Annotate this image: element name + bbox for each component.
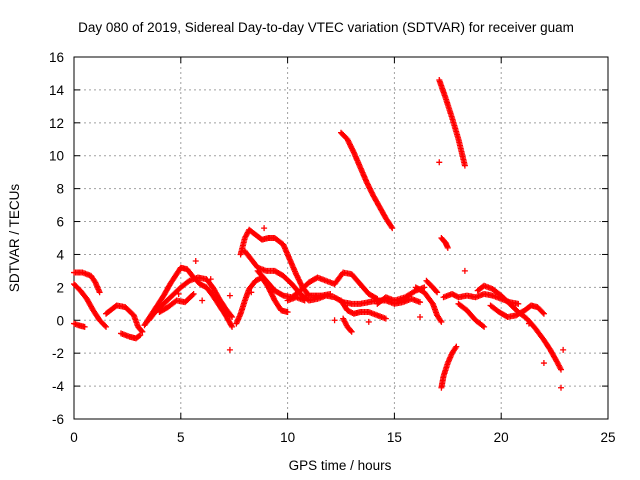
data-point-track-c — [81, 323, 88, 330]
y-tick-label: 0 — [56, 313, 64, 328]
axis-ticks: 0 5 10 15 20 25 -6 -4 -2 0 2 4 6 8 10 12 14 16 — [49, 50, 616, 445]
data-point-track-p — [347, 327, 354, 334]
data-point-track-v — [452, 344, 459, 351]
data-point-isolated — [207, 276, 214, 283]
data-point-isolated — [226, 292, 233, 299]
data-point-isolated — [331, 317, 338, 324]
data-point-isolated — [558, 384, 565, 391]
data-point-track-d — [138, 327, 145, 334]
y-tick-label: 8 — [56, 182, 64, 197]
data-point-isolated — [461, 267, 468, 274]
data-point-track-s — [434, 289, 441, 296]
data-point-track-i — [284, 309, 291, 316]
data-point-isolated — [226, 346, 233, 353]
grid-lines — [74, 57, 608, 419]
data-point-track-y — [558, 366, 565, 373]
data-point-isolated — [192, 258, 199, 265]
data-point-track-h — [189, 291, 196, 298]
data-point-isolated — [261, 225, 268, 232]
data-point-track-p — [348, 328, 355, 335]
data-point-track-u — [444, 244, 451, 251]
data-point-track-x — [479, 322, 486, 329]
data-point-track-l — [373, 295, 380, 302]
data-point-isolated — [436, 159, 443, 166]
y-tick-label: 4 — [56, 247, 64, 262]
chart-title: Day 080 of 2019, Sidereal Day-to-day VTE… — [78, 20, 574, 35]
data-point-track-o — [382, 315, 389, 322]
x-axis-label: GPS time / hours — [289, 458, 392, 473]
data-points — [71, 77, 567, 391]
data-point-track-e — [137, 332, 144, 339]
data-point-track-r — [437, 317, 444, 324]
data-point-track-n — [388, 223, 395, 230]
data-point-track-k — [417, 299, 424, 306]
plot-frame — [73, 56, 609, 420]
x-tick-label: 25 — [600, 430, 615, 445]
data-point-isolated — [560, 346, 567, 353]
y-tick-label: -4 — [52, 379, 64, 394]
data-point-track-a — [96, 289, 103, 296]
y-tick-label: 2 — [56, 280, 64, 295]
data-point-track-g — [229, 313, 236, 320]
data-point-isolated — [417, 313, 424, 320]
data-point-isolated — [248, 289, 255, 296]
y-tick-label: 6 — [56, 215, 64, 230]
data-point-isolated — [365, 318, 372, 325]
data-point-isolated — [199, 297, 206, 304]
data-point-track-s — [433, 288, 440, 295]
data-point-track-t — [461, 162, 468, 169]
data-point-track-v — [453, 343, 460, 350]
data-point-track-d — [139, 328, 146, 335]
data-point-track-b — [103, 323, 110, 330]
data-point-track-r — [438, 318, 445, 325]
x-tick-label: 0 — [70, 430, 78, 445]
y-tick-label: 14 — [49, 83, 65, 98]
x-tick-label: 15 — [387, 430, 402, 445]
data-point-track-b — [101, 322, 108, 329]
data-point-track-x — [481, 323, 488, 330]
y-tick-label: -2 — [52, 346, 64, 361]
data-point-track-h — [190, 290, 197, 297]
y-tick-label: 10 — [49, 149, 64, 164]
data-point-isolated — [175, 290, 182, 297]
y-tick-label: 12 — [49, 116, 64, 131]
data-point-track-f — [229, 323, 236, 330]
data-point-track-e — [136, 332, 143, 339]
y-tick-label: 16 — [49, 50, 64, 65]
y-axis-label: SDTVAR / TECUs — [7, 184, 22, 293]
data-point-track-w — [515, 300, 522, 307]
data-point-track-z — [540, 310, 547, 317]
data-point-isolated — [525, 320, 532, 327]
data-point-track-m — [301, 297, 308, 304]
x-tick-label: 20 — [494, 430, 509, 445]
data-point-track-n — [389, 225, 396, 232]
y-tick-label: -6 — [52, 412, 64, 427]
x-tick-label: 10 — [280, 430, 295, 445]
data-point-track-f — [228, 322, 235, 329]
data-point-isolated — [540, 360, 547, 367]
x-tick-label: 5 — [177, 430, 185, 445]
data-point-track-g — [228, 312, 235, 319]
data-point-track-z — [539, 309, 546, 316]
